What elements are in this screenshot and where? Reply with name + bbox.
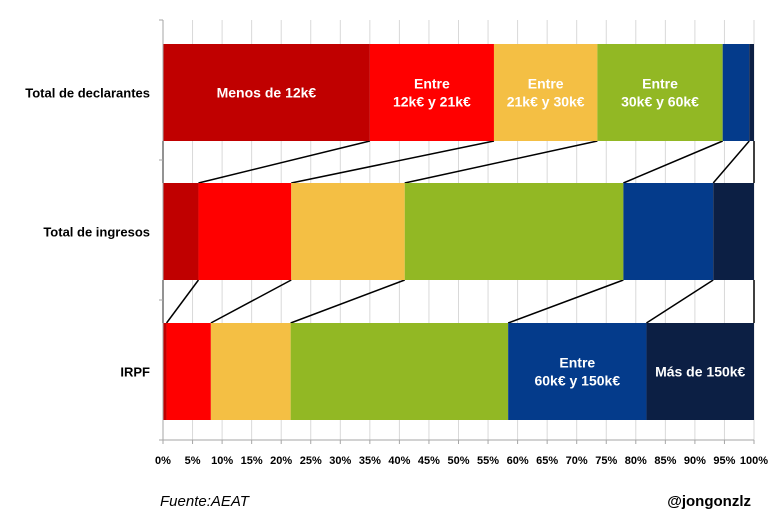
category-labels: Total de declarantes Total de ingresos IRP…: [25, 86, 150, 380]
segment-label: 30k€ y 60k€: [621, 94, 699, 110]
connector-line: [507, 279, 624, 324]
x-tick-label: 95%: [713, 455, 735, 467]
segment-labels: Menos de 12k€ Entre 12k€ y 21k€ Entre 21k€ y…: [217, 76, 746, 389]
x-tick-labels: 0% 5% 10% 15% 20% 25% 30% 35% 40% 45% 50% 55% 60% 65%…: [155, 455, 768, 467]
segment-label: 12k€ y 21k€: [393, 94, 471, 110]
x-tick-label: 25%: [300, 455, 322, 467]
connector-line: [712, 140, 750, 184]
x-tick-label: 70%: [566, 455, 588, 467]
bar-segment: [210, 323, 291, 420]
bar-segment: [749, 44, 754, 141]
bar-segment: [163, 183, 199, 280]
connector-line: [291, 140, 495, 184]
segment-label: 60k€ y 150k€: [534, 373, 620, 389]
x-tick-label: 15%: [241, 455, 263, 467]
x-tick-label: 0%: [155, 455, 171, 467]
category-label: IRPF: [120, 365, 150, 380]
x-tick-label: 90%: [684, 455, 706, 467]
bar-segment: [166, 323, 211, 420]
connector-line: [290, 279, 405, 324]
x-tick-label: 20%: [270, 455, 292, 467]
x-tick-label: 40%: [388, 455, 410, 467]
bar-segment: [646, 323, 754, 420]
x-tick-label: 55%: [477, 455, 499, 467]
connector-line: [210, 279, 292, 324]
segment-label: Entre: [528, 76, 564, 92]
x-tick-label: 5%: [185, 455, 201, 467]
axes: [159, 19, 755, 444]
segment-label: Entre: [642, 76, 678, 92]
x-tick-label: 45%: [418, 455, 440, 467]
category-label: Total de declarantes: [25, 86, 150, 101]
bar-segment: [508, 323, 647, 420]
x-tick-label: 60%: [507, 455, 529, 467]
bar-segment: [597, 44, 723, 141]
bar-segment: [163, 323, 167, 420]
segment-label: Entre: [414, 76, 450, 92]
x-tick-label: 35%: [359, 455, 381, 467]
x-tick-label: 30%: [329, 455, 351, 467]
bar-segment: [493, 44, 598, 141]
connector-line: [623, 140, 723, 184]
segment-label: Más de 150k€: [655, 364, 745, 380]
bars: [163, 44, 754, 420]
bar-segment: [404, 183, 624, 280]
x-tick-label: 65%: [536, 455, 558, 467]
connector-line: [404, 140, 598, 184]
bar-segment: [722, 44, 750, 141]
bar-segment: [369, 44, 494, 141]
source-note: Fuente:AEAT: [160, 493, 249, 510]
x-tick-label: 80%: [625, 455, 647, 467]
x-tick-label: 85%: [654, 455, 676, 467]
connector-line: [165, 279, 200, 324]
bar-segment: [163, 44, 370, 141]
x-tick-label: 100%: [740, 455, 768, 467]
bar-segment: [713, 183, 754, 280]
bar-segment: [198, 183, 292, 280]
connector-line: [198, 140, 371, 184]
bar-segment: [623, 183, 714, 280]
x-tick-label: 75%: [595, 455, 617, 467]
bar-segment: [291, 183, 405, 280]
connector-line: [646, 279, 714, 324]
connector-lines: [162, 140, 755, 324]
segment-label: Entre: [559, 355, 595, 371]
author-credit: @jongonzlz: [667, 493, 751, 510]
category-label: Total de ingresos: [43, 225, 150, 240]
x-tick-label: 50%: [447, 455, 469, 467]
bar-segment: [290, 323, 509, 420]
segment-label: 21k€ y 30k€: [507, 94, 585, 110]
x-tick-label: 10%: [211, 455, 233, 467]
segment-label: Menos de 12k€: [217, 85, 317, 101]
